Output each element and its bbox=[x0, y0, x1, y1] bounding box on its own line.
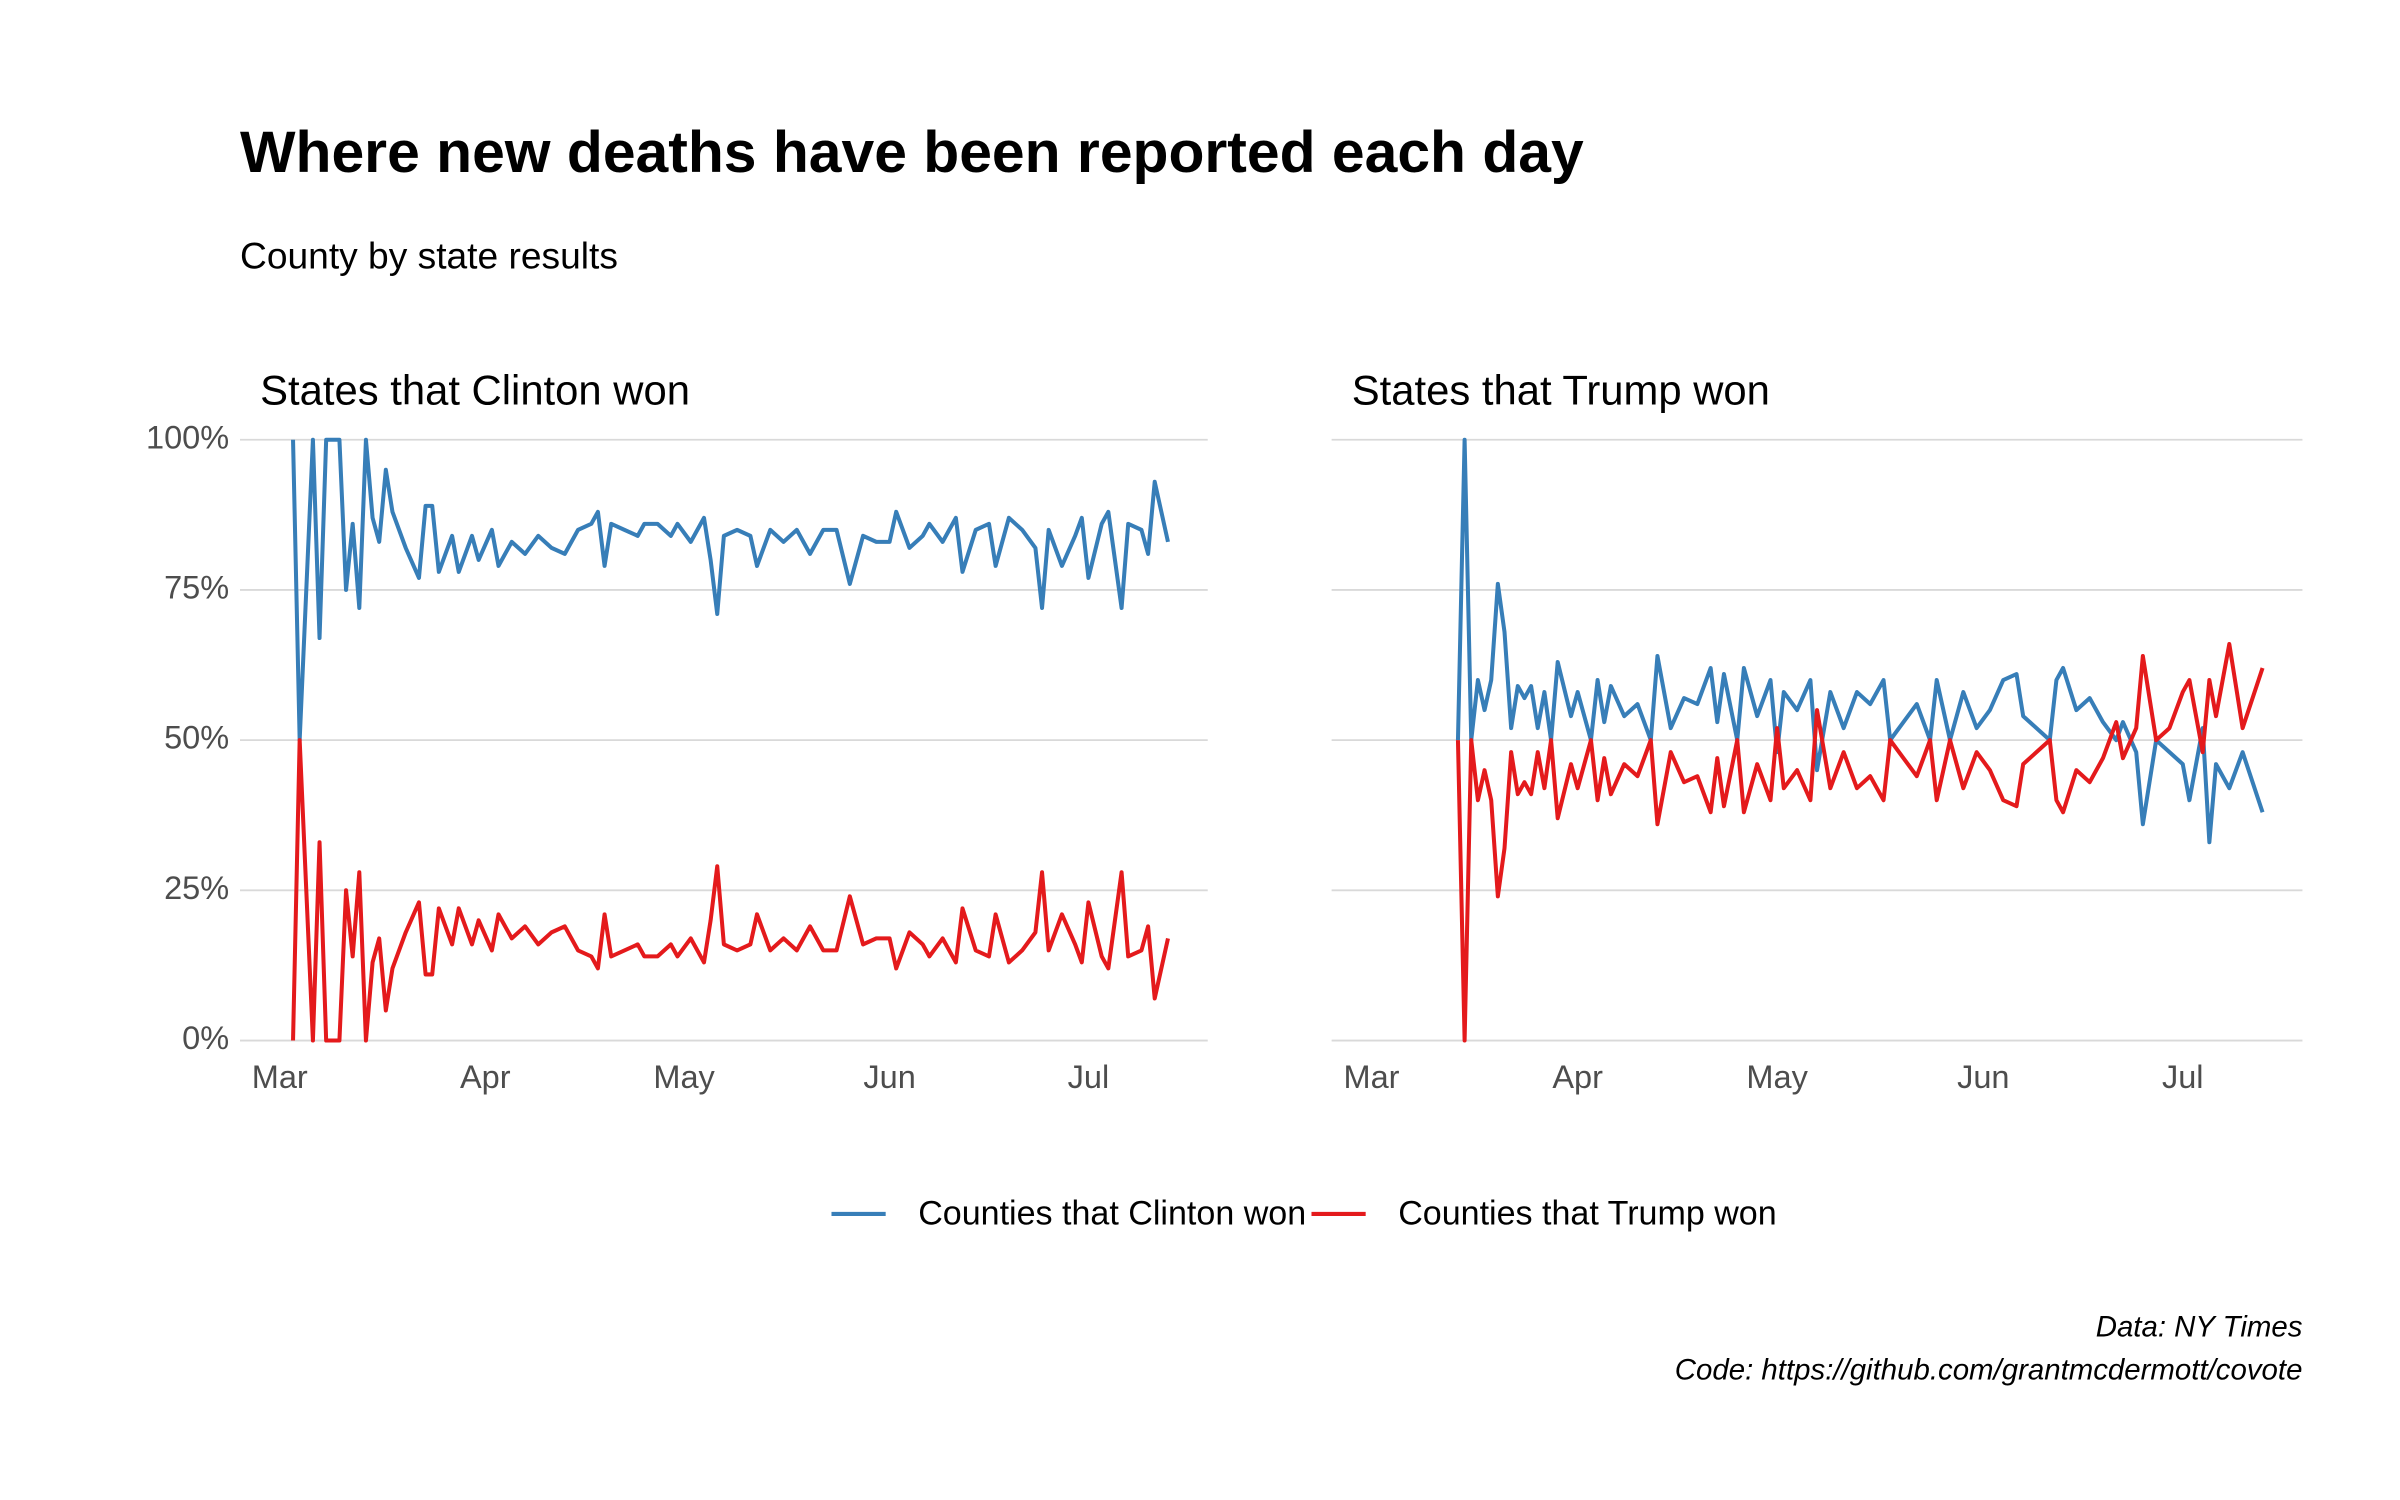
series-line bbox=[1455, 641, 2265, 1043]
legend-label: Counties that Trump won bbox=[1398, 1194, 1777, 1232]
caption: Data: NY Times bbox=[2096, 1310, 2303, 1343]
series-line bbox=[291, 437, 1170, 743]
x-tick-label: Jun bbox=[863, 1059, 915, 1095]
x-tick-label: Jul bbox=[1068, 1059, 1110, 1095]
y-tick-label: 0% bbox=[182, 1020, 229, 1056]
x-tick-label: May bbox=[653, 1059, 715, 1095]
x-tick-label: Jul bbox=[2162, 1059, 2204, 1095]
y-tick-label: 50% bbox=[164, 720, 229, 756]
x-tick-label: Apr bbox=[1552, 1059, 1603, 1095]
x-tick-label: May bbox=[1746, 1059, 1808, 1095]
series-line bbox=[291, 738, 1170, 1043]
chart-title: Where new deaths have been reported each… bbox=[240, 120, 1584, 185]
x-tick-label: Mar bbox=[252, 1059, 308, 1095]
legend-label: Counties that Clinton won bbox=[918, 1194, 1306, 1232]
y-tick-label: 100% bbox=[146, 419, 229, 455]
chart-subtitle: County by state results bbox=[240, 234, 618, 276]
panel-title: States that Clinton won bbox=[260, 366, 690, 413]
x-tick-label: Apr bbox=[460, 1059, 511, 1095]
x-tick-label: Jun bbox=[1957, 1059, 2009, 1095]
y-tick-label: 25% bbox=[164, 870, 229, 906]
caption: Code: https://github.com/grantmcdermott/… bbox=[1675, 1354, 2303, 1387]
y-tick-label: 75% bbox=[164, 570, 229, 606]
series-line bbox=[1455, 437, 2265, 845]
panel-title: States that Trump won bbox=[1352, 366, 1770, 413]
x-tick-label: Mar bbox=[1344, 1059, 1400, 1095]
